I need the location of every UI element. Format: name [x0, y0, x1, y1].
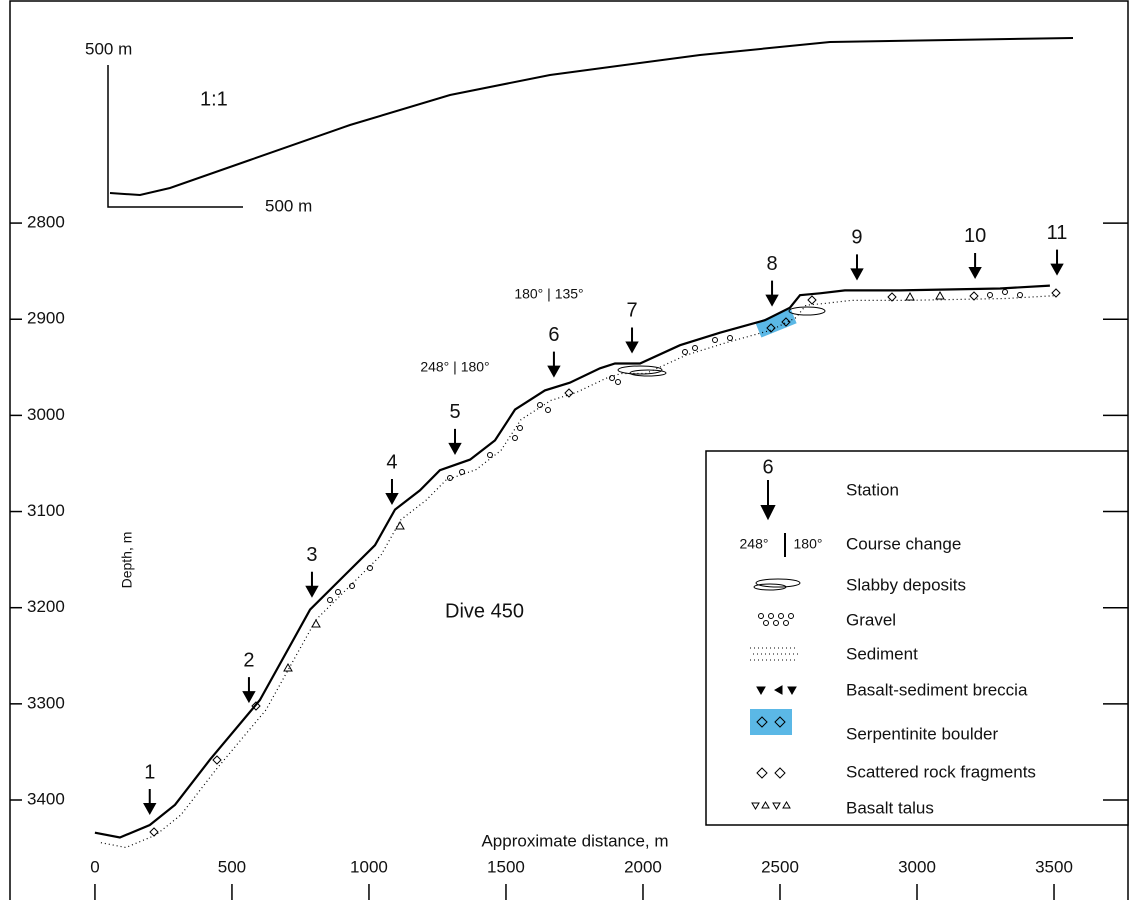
legend-symbols — [750, 578, 801, 810]
legend-label: Gravel — [846, 610, 896, 629]
station-arrow — [625, 327, 639, 354]
legend-label: Course change — [846, 534, 961, 553]
x-axis-label: Approximate distance, m — [481, 831, 668, 850]
station-label: 4 — [386, 451, 397, 473]
legend-label: Serpentinite boulder — [846, 724, 999, 743]
station-arrow — [765, 280, 779, 307]
legend-box — [705, 450, 1129, 826]
course-change: 180° | 135° — [514, 286, 583, 302]
y-tick-label: 2900 — [27, 309, 65, 328]
x-tick-label: 3500 — [1035, 857, 1073, 876]
station-arrow — [1050, 249, 1064, 276]
legend-label: Sediment — [846, 644, 918, 663]
legend-arrow — [760, 480, 776, 521]
course-change: 248° | 180° — [420, 359, 489, 375]
station-arrow — [305, 571, 319, 598]
legend-label: Station — [846, 480, 899, 499]
legend-label: Basalt talus — [846, 798, 934, 817]
station-arrow — [850, 254, 864, 281]
station-label: 9 — [851, 227, 862, 249]
station-arrow — [385, 478, 399, 506]
x-tick-label: 0 — [90, 857, 99, 876]
station-label: 11 — [1047, 222, 1068, 244]
station-arrow — [448, 428, 462, 455]
x-tick-label: 3000 — [898, 857, 936, 876]
x-tick-label: 2500 — [761, 857, 799, 876]
y-tick-label: 3300 — [27, 693, 65, 712]
inset-scale: 1:1 — [200, 88, 228, 110]
station-arrow — [547, 351, 561, 378]
legend-label: Basalt-sediment breccia — [846, 680, 1028, 699]
station-label: 5 — [449, 401, 460, 423]
x-tick-label: 1500 — [487, 857, 525, 876]
y-tick-label: 3200 — [27, 597, 65, 616]
station-arrow — [242, 677, 256, 704]
station-label: 2 — [243, 649, 254, 671]
inset-scale-bar — [107, 65, 243, 208]
x-tick-label: 1000 — [350, 857, 388, 876]
annotation: Dive 450 — [445, 600, 524, 622]
sediment-band — [100, 295, 1056, 849]
inset-profile — [109, 37, 1074, 197]
x-tick-label: 2000 — [624, 857, 662, 876]
legend: 6 248° 180° — [705, 450, 1129, 826]
y-axis-label: Depth, m — [119, 532, 135, 589]
inset-horizontal-scale: 500 m — [265, 196, 312, 215]
station-arrow — [968, 252, 982, 280]
profile-line — [94, 284, 1050, 839]
station-arrow — [143, 789, 157, 816]
legend-symbol: 180° — [794, 536, 823, 552]
legend-symbol: 248° — [740, 536, 769, 552]
legend-symbol: 6 — [762, 456, 773, 478]
y-tick-label: 3400 — [27, 789, 65, 808]
station-label: 7 — [626, 300, 637, 322]
x-tick-label: 500 — [218, 857, 246, 876]
station-label: 6 — [548, 324, 559, 346]
station-label: 8 — [766, 253, 777, 275]
inset-vertical-scale: 500 m — [85, 39, 132, 58]
y-tick-label: 2800 — [27, 213, 65, 232]
y-tick-label: 3000 — [27, 405, 65, 424]
legend-label: Slabby deposits — [846, 575, 966, 594]
station-label: 10 — [964, 225, 986, 247]
legend-label: Scattered rock fragments — [846, 762, 1036, 781]
y-tick-label: 3100 — [27, 501, 65, 520]
station-label: 1 — [144, 761, 155, 783]
station-label: 3 — [306, 544, 317, 566]
profile-symbols — [149, 288, 1061, 837]
